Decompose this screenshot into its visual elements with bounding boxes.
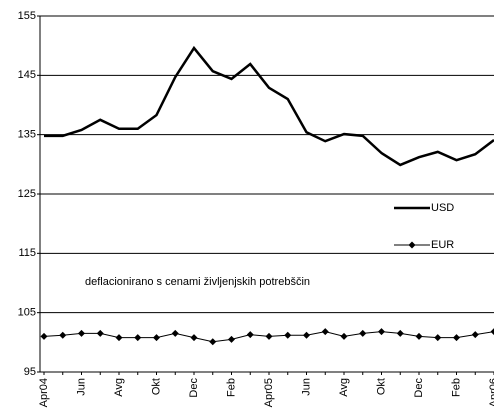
y-tick-label: 155 — [18, 10, 36, 22]
point — [434, 334, 442, 342]
point — [228, 335, 235, 343]
point — [209, 338, 217, 346]
y-tick-label: 115 — [18, 247, 36, 259]
y-tick-label: 105 — [18, 307, 36, 319]
point — [453, 334, 460, 342]
point — [115, 334, 123, 342]
y-tick-label: 125 — [18, 188, 36, 200]
series-line — [44, 45, 494, 167]
point — [96, 329, 104, 337]
point — [40, 332, 48, 340]
point — [265, 332, 273, 340]
point — [396, 329, 404, 337]
point — [153, 334, 160, 342]
legend-marker — [408, 241, 416, 249]
legend-label: USD — [431, 202, 454, 214]
x-tick-label: Avg — [338, 378, 350, 397]
y-tick-label: 135 — [18, 129, 36, 141]
point — [59, 331, 67, 339]
point — [303, 331, 310, 339]
point — [134, 334, 142, 342]
point — [284, 331, 292, 339]
point — [378, 328, 385, 336]
x-tick-label: Dec — [413, 378, 425, 398]
point — [171, 329, 179, 337]
annotation: deflacionirano s cenami življenjskih pot… — [85, 276, 310, 288]
point — [78, 329, 85, 337]
point — [340, 332, 348, 340]
x-tick-label: Okt — [375, 378, 387, 395]
point — [490, 328, 494, 336]
x-tick-label: Jun — [75, 378, 87, 396]
point — [359, 329, 367, 337]
y-tick-label: 145 — [18, 69, 36, 81]
point — [246, 331, 254, 339]
x-tick-label: Avg — [113, 378, 125, 397]
x-tick-label: Apr04 — [38, 378, 50, 407]
x-tick-label: Feb — [450, 378, 462, 397]
x-tick-label: Okt — [150, 378, 162, 395]
x-tick-label: Jun — [300, 378, 312, 396]
legend-label: EUR — [431, 239, 454, 251]
point — [321, 328, 329, 336]
x-tick-label: Apr06 — [488, 378, 494, 407]
x-tick-label: Apr05 — [263, 378, 275, 407]
y-tick-label: 95 — [24, 366, 36, 378]
point — [415, 332, 423, 340]
x-tick-label: Dec — [188, 378, 200, 398]
point — [471, 331, 479, 339]
point — [190, 334, 198, 342]
x-tick-label: Feb — [225, 378, 237, 397]
